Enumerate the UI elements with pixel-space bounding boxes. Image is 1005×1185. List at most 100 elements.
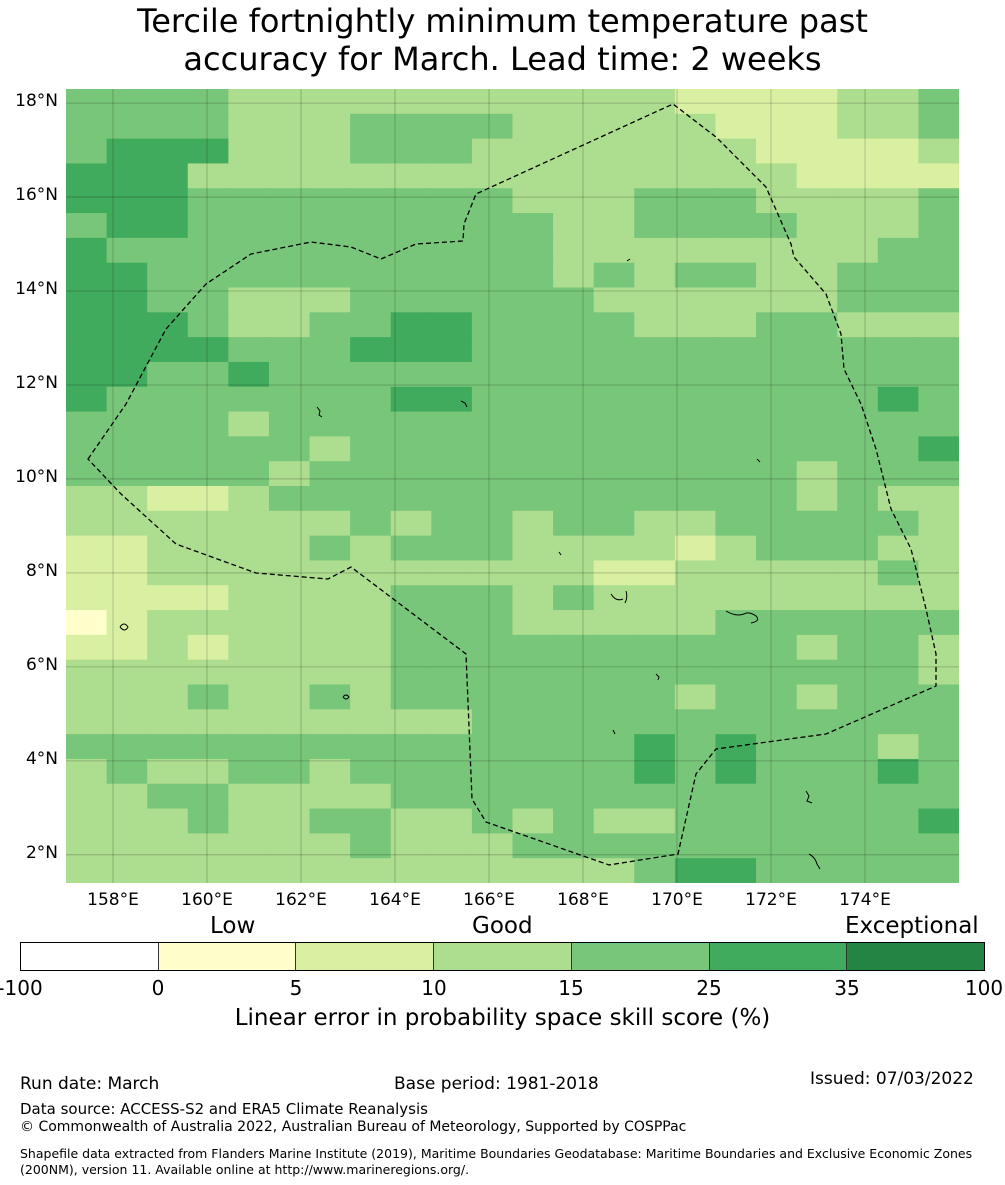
skill-cell <box>634 213 676 239</box>
skill-cell <box>512 461 554 487</box>
skill-cell <box>228 237 270 264</box>
skill-cell <box>877 758 920 785</box>
skill-cell <box>593 734 635 760</box>
skill-cell <box>877 138 920 165</box>
skill-cell <box>877 833 920 859</box>
skill-cell <box>228 89 270 115</box>
skill-cell <box>431 213 473 239</box>
skill-cell <box>106 585 148 611</box>
skill-cell <box>471 585 514 611</box>
skill-cell <box>512 337 554 363</box>
skill-cell <box>268 659 311 686</box>
skill-cell <box>634 783 676 810</box>
skill-cell <box>796 337 838 363</box>
skill-cell <box>187 734 229 760</box>
skill-cell <box>66 237 108 264</box>
shapefile-credit: Shapefile data extracted from Flanders M… <box>20 1146 973 1177</box>
skill-cell <box>187 461 229 487</box>
skill-cell <box>66 312 108 338</box>
skill-cell <box>553 312 595 338</box>
skill-cell <box>147 734 189 760</box>
lon-label: 172°E <box>745 890 797 910</box>
skill-cell <box>837 783 879 810</box>
skill-cell <box>268 436 311 462</box>
skill-cell <box>309 634 351 661</box>
skill-cell <box>309 833 351 859</box>
skill-cell <box>66 138 108 165</box>
skill-cell <box>674 585 717 611</box>
skill-cell <box>431 163 473 189</box>
skill-cell <box>431 758 473 785</box>
skill-cell <box>471 213 514 239</box>
skill-cell <box>593 461 635 487</box>
skill-cell <box>796 783 838 810</box>
skill-cell <box>228 535 270 562</box>
skill-cell <box>634 287 676 313</box>
skill-cell <box>877 808 920 834</box>
skill-cell <box>674 535 717 562</box>
skill-cell <box>390 163 432 189</box>
skill-cell <box>918 858 959 883</box>
skill-cell <box>877 684 920 710</box>
skill-cell <box>512 138 554 165</box>
skill-cell <box>106 734 148 760</box>
skill-cell <box>512 163 554 189</box>
skill-cell <box>553 337 595 363</box>
skill-cell <box>147 659 189 686</box>
skill-cell <box>66 113 108 140</box>
skill-cell <box>877 709 920 735</box>
skill-cell <box>309 808 351 834</box>
skill-cell <box>593 386 635 413</box>
skill-cell <box>66 188 108 214</box>
skill-cell <box>512 237 554 264</box>
skill-cell <box>756 486 798 512</box>
skill-cell <box>228 510 270 537</box>
skill-cell <box>268 610 311 636</box>
skill-cell <box>106 163 148 189</box>
skill-cell <box>66 833 108 859</box>
skill-cell <box>553 386 595 413</box>
skill-cell <box>877 634 920 661</box>
skill-cell <box>147 138 189 165</box>
skill-cell <box>66 361 108 388</box>
skill-cell <box>796 833 838 859</box>
skill-cell <box>593 287 635 313</box>
skill-cell <box>877 734 920 760</box>
skill-cell <box>350 684 392 710</box>
skill-cell <box>918 163 959 189</box>
skill-cell <box>147 237 189 264</box>
skill-cell <box>187 337 229 363</box>
skill-cell <box>471 411 514 437</box>
skill-cell <box>634 610 676 636</box>
skill-cell <box>66 610 108 636</box>
skill-cell <box>390 709 432 735</box>
skill-cell <box>877 560 920 586</box>
island-coast <box>316 406 323 418</box>
skill-cell <box>431 486 473 512</box>
skill-cell <box>877 113 920 140</box>
skill-cell <box>674 560 717 586</box>
skill-cell <box>106 833 148 859</box>
skill-cell <box>715 337 757 363</box>
skill-cell <box>634 858 676 883</box>
skill-cell <box>147 89 189 115</box>
skill-cell <box>187 634 229 661</box>
skill-cell <box>309 758 351 785</box>
skill-cell <box>66 734 108 760</box>
skill-cell <box>147 188 189 214</box>
skill-cell <box>147 709 189 735</box>
skill-cell <box>350 858 392 883</box>
skill-cell <box>309 734 351 760</box>
island-coast <box>558 551 562 556</box>
skill-cell <box>147 361 189 388</box>
skill-cell <box>268 734 311 760</box>
skill-cell <box>147 758 189 785</box>
skill-cell <box>837 808 879 834</box>
skill-cell <box>147 163 189 189</box>
skill-cell <box>674 758 717 785</box>
skill-cell <box>309 610 351 636</box>
skill-cell <box>431 138 473 165</box>
skill-cell <box>187 188 229 214</box>
skill-map[interactable] <box>66 89 959 883</box>
skill-cell <box>431 585 473 611</box>
